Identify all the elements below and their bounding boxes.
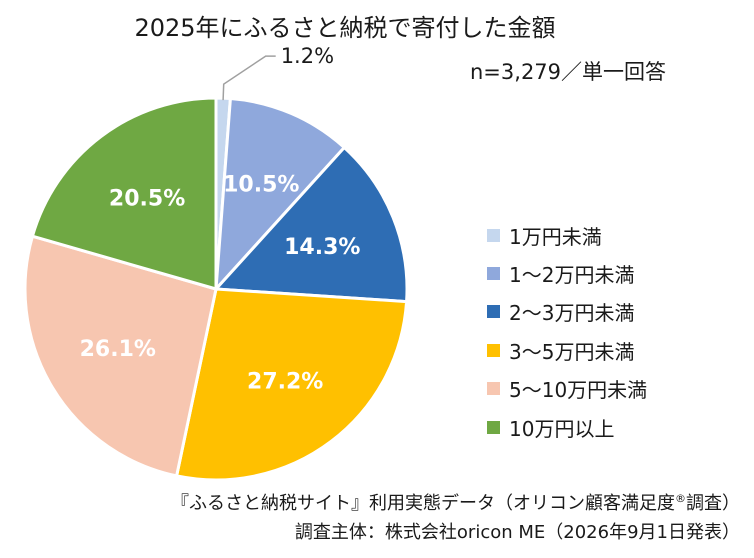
legend-swatch [487, 267, 500, 281]
pie-slice [23, 234, 218, 478]
pie-slice [174, 287, 409, 482]
registered-mark: ® [675, 492, 686, 505]
data-label: 20.5% [109, 186, 185, 211]
legend-item: 2～3万円未満 [487, 293, 647, 331]
chart-title: 2025年にふるさと納税で寄付した金額 [134, 14, 556, 42]
pie-slice [212, 145, 409, 304]
legend-item: 1万円未満 [487, 216, 647, 254]
leader-line [222, 55, 276, 101]
legend-item: 1～2万円未満 [487, 254, 647, 292]
legend-label: 2～3万円未満 [509, 301, 635, 326]
legend-swatch [487, 228, 500, 242]
legend-swatch [487, 382, 500, 396]
legend-label: 5～10万円未満 [509, 378, 648, 403]
pie-slice [214, 96, 347, 294]
legend-label: 3～5万円未満 [509, 339, 635, 364]
legend-swatch [487, 343, 500, 357]
data-label: 1.2% [281, 44, 334, 68]
data-label: 26.1% [80, 337, 156, 362]
legend-swatch [487, 305, 500, 319]
legend-item: 10万円以上 [487, 408, 647, 446]
legend-item: 5～10万円未満 [487, 370, 647, 408]
legend-label: 1～2万円未満 [509, 263, 635, 288]
source-line: 『ふるさと納税サイト』利用実態データ（オリコン顧客満足度 [171, 493, 675, 514]
legend-swatch [487, 420, 500, 434]
legend-label: 10万円以上 [509, 416, 615, 441]
legend-label: 1万円未満 [509, 224, 602, 249]
data-label: 10.5% [223, 173, 299, 198]
organizer-note: 調査主体：株式会社oricon ME（2026年9月1日発表） [294, 522, 740, 543]
legend-item: 3～5万円未満 [487, 331, 647, 369]
source-note: 『ふるさと納税サイト』利用実態データ（オリコン顧客満足度®調査） [171, 489, 740, 515]
data-label: 14.3% [284, 235, 360, 260]
data-label: 27.2% [247, 369, 323, 394]
sample-size-note: n=3,279／単一回答 [470, 60, 667, 84]
source-suffix: 調査） [686, 493, 740, 514]
chart-legend: 1万円未満 1～2万円未満 2～3万円未満 3～5万円未満 5～10万円未満 10万円以上 [487, 216, 647, 446]
pie-slice [30, 96, 218, 291]
